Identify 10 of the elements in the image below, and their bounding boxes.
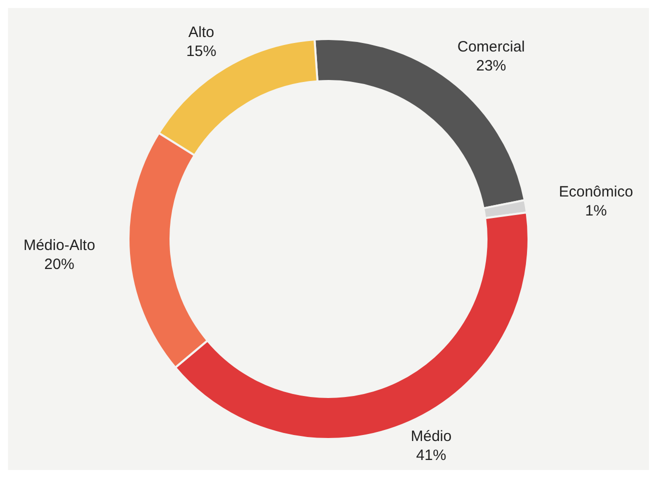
slice-label: Econômico xyxy=(558,184,634,201)
data-label: 23% xyxy=(476,57,506,74)
slice-label: Alto xyxy=(188,24,214,41)
slice-label: Médio-Alto xyxy=(23,237,96,254)
data-label: 1% xyxy=(585,202,607,220)
slice-label: Médio xyxy=(410,428,452,446)
slice-label: Comercial xyxy=(457,38,525,56)
data-label: 20% xyxy=(44,256,74,274)
data-label: 41% xyxy=(416,447,446,464)
data-label: 15% xyxy=(186,42,216,60)
